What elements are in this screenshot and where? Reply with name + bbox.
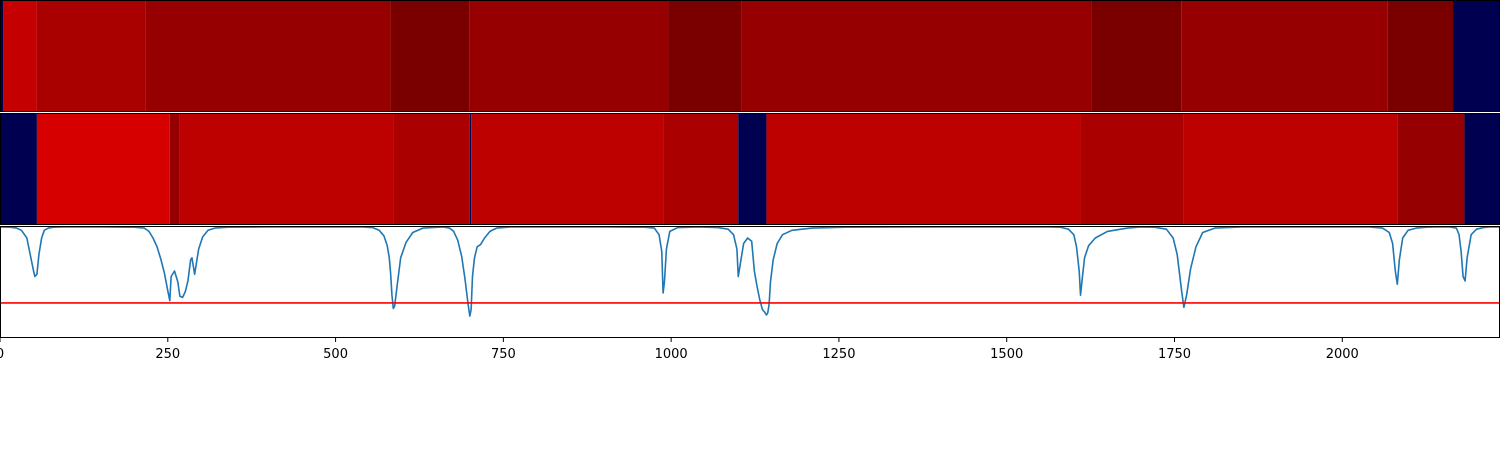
top-color-strip-segment — [668, 1, 742, 112]
x-tick-label: 250 — [155, 347, 180, 362]
middle-color-strip-segment — [471, 114, 664, 225]
top-color-strip-segment — [0, 1, 4, 112]
top-color-strip-segment — [3, 1, 37, 112]
middle-color-strip-segment — [738, 114, 767, 225]
x-tick-label: 0 — [0, 347, 4, 362]
line-panel-background — [0, 226, 1500, 338]
top-color-strip-segment — [145, 1, 391, 112]
signal-line-panel — [0, 226, 1500, 338]
x-tick-label: 1000 — [655, 347, 688, 362]
middle-color-strip-segment — [1080, 114, 1184, 225]
x-tick-label: 1500 — [990, 347, 1023, 362]
top-color-strip-segment — [1387, 1, 1454, 112]
middle-color-strip-segment — [469, 114, 472, 225]
middle-color-strip-segment — [36, 114, 170, 225]
x-tick-label: 2000 — [1326, 347, 1359, 362]
middle-color-strip-segment — [1183, 114, 1398, 225]
top-color-strip-segment — [1181, 1, 1388, 112]
top-color-strip-segment — [390, 1, 470, 112]
middle-color-strip-segment — [663, 114, 739, 225]
middle-color-strip-segment — [169, 114, 180, 225]
middle-color-strip-segment — [179, 114, 394, 225]
top-color-strip-segment — [36, 1, 146, 112]
middle-color-strip-segment — [0, 114, 37, 225]
x-tick-label: 500 — [323, 347, 348, 362]
middle-color-strip — [0, 114, 1500, 225]
top-color-strip-segment — [741, 1, 1092, 112]
middle-color-strip-segment — [393, 114, 470, 225]
top-color-strip-segment — [469, 1, 669, 112]
x-tick-label: 1750 — [1158, 347, 1191, 362]
middle-color-strip-segment — [1464, 114, 1500, 225]
middle-color-strip-segment — [1397, 114, 1465, 225]
x-axis: 0 250 500 750 1000 1250 1500 1750 2000 — [0, 338, 1359, 362]
signal-series-line — [0, 226, 1500, 317]
top-color-strip-segment — [1453, 1, 1500, 112]
top-color-strip — [0, 1, 1500, 112]
x-tick-label: 750 — [491, 347, 516, 362]
middle-color-strip-segment — [766, 114, 1081, 225]
x-tick-label: 1250 — [822, 347, 855, 362]
top-color-strip-segment — [1091, 1, 1182, 112]
